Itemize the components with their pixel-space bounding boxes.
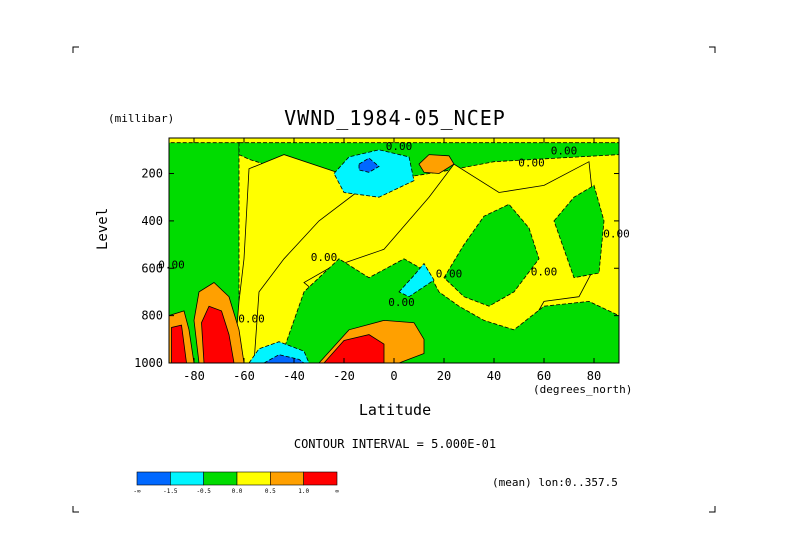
y-tick-label: 800 bbox=[141, 309, 163, 323]
contour-label: 0.00 bbox=[238, 313, 265, 326]
contour-region-8 bbox=[333, 149, 415, 198]
contour-label: 0.00 bbox=[436, 268, 463, 281]
contour-label: 0.00 bbox=[158, 258, 185, 271]
contour-label: 0.00 bbox=[388, 296, 415, 309]
contour-region-5 bbox=[553, 184, 605, 279]
footnote-mean: (mean) lon:0..357.5 bbox=[492, 476, 618, 489]
colorbar-label: 1.0 bbox=[298, 488, 309, 495]
contour-region-14 bbox=[323, 334, 385, 363]
crop-marks bbox=[72, 46, 716, 513]
colorbar-label: ∞ bbox=[335, 488, 339, 495]
contour-region-18 bbox=[201, 305, 235, 363]
crop-mark bbox=[709, 46, 716, 53]
colorbar-label: -1.5 bbox=[163, 488, 178, 495]
contour-region-9 bbox=[358, 157, 380, 173]
contour-region-16 bbox=[171, 324, 187, 363]
x-axis-label: Latitude bbox=[358, 401, 432, 419]
x-tick-label: 20 bbox=[437, 369, 451, 383]
colorbar-label: 0.5 bbox=[265, 488, 276, 495]
contour-region-12 bbox=[418, 154, 455, 174]
colorbar-swatch bbox=[170, 471, 204, 486]
x-tick-label: 80 bbox=[587, 369, 601, 383]
x-tick-label: 40 bbox=[487, 369, 501, 383]
contour-region-4 bbox=[443, 203, 540, 307]
x-tick-label: -40 bbox=[283, 369, 305, 383]
y-tick-label: 600 bbox=[141, 261, 163, 275]
contour-region-7 bbox=[398, 262, 435, 298]
x-tick-label: 0 bbox=[390, 369, 397, 383]
contour-label: 0.00 bbox=[603, 227, 630, 240]
contour-label: 0.00 bbox=[531, 265, 558, 278]
y-axis: 200 400 600 800 1000 bbox=[134, 167, 619, 370]
contour-label: 0.00 bbox=[386, 140, 413, 153]
x-tick-label: -80 bbox=[183, 369, 205, 383]
colorbar-swatch bbox=[203, 471, 238, 486]
y-tick-label: 200 bbox=[141, 167, 163, 181]
colorbar-swatch bbox=[270, 471, 304, 486]
y-tick-label: 400 bbox=[141, 214, 163, 228]
y-tick-label: 1000 bbox=[134, 356, 163, 370]
colorbar-label: -∞ bbox=[133, 488, 141, 495]
colorbar-swatch bbox=[136, 471, 171, 486]
crop-mark bbox=[72, 506, 79, 513]
contour-label: 0.00 bbox=[311, 251, 338, 264]
contour-label: 0.00 bbox=[518, 156, 545, 169]
colorbar: -∞ -1.5 -0.5 0.0 0.5 1.0 ∞ bbox=[133, 471, 339, 495]
colorbar-swatch bbox=[303, 471, 338, 486]
colorbar-label: 0.0 bbox=[232, 488, 243, 495]
contour-labels: 0.00 0.00 0.00 0.00 0.00 0.00 0.00 0.00 0.00 0.00 bbox=[158, 140, 630, 326]
x-tick-label: -20 bbox=[333, 369, 355, 383]
contour-label: 0.00 bbox=[551, 145, 578, 158]
chart-title: VWND_1984-05_NCEP bbox=[284, 106, 506, 130]
colorbar-label: -0.5 bbox=[196, 488, 211, 495]
contour-region-10 bbox=[248, 341, 310, 363]
x-tick-label: -60 bbox=[233, 369, 255, 383]
crop-mark bbox=[72, 46, 79, 53]
y-unit-label: (millibar) bbox=[108, 112, 175, 125]
contour-regions bbox=[169, 138, 619, 363]
x-axis: -80 -60 -40 -20 0 20 40 60 80 bbox=[183, 138, 601, 383]
x-unit-label: (degrees_north) bbox=[533, 383, 633, 396]
crop-mark bbox=[709, 506, 716, 513]
contour-interval-text: CONTOUR INTERVAL = 5.000E-01 bbox=[293, 437, 497, 451]
x-tick-label: 60 bbox=[537, 369, 551, 383]
colorbar-swatch bbox=[236, 471, 271, 486]
